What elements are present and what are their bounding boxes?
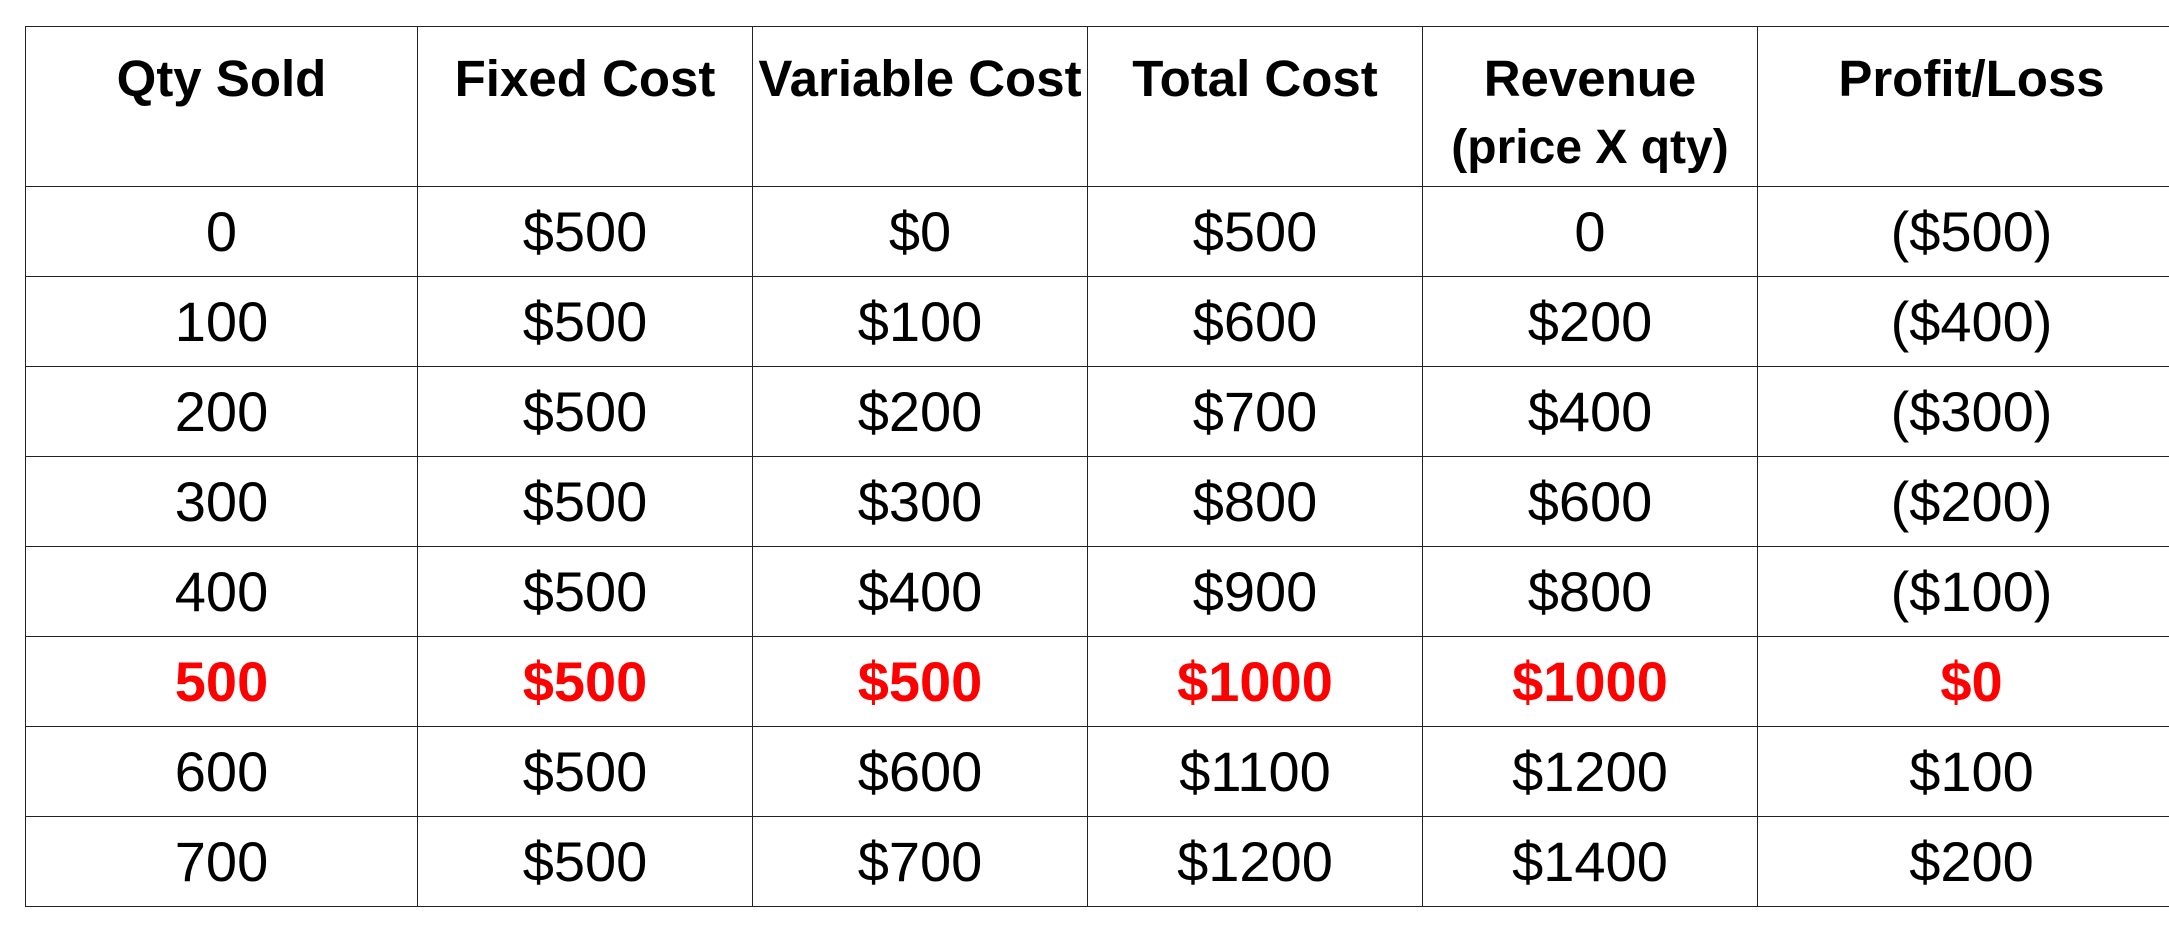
header-total-cost: Total Cost (1087, 26, 1423, 187)
table-row: 700 $500 $700 $1200 $1400 $200 (25, 816, 2169, 907)
header-label: Profit/Loss (1838, 50, 2105, 107)
cell-profit-loss: ($500) (1757, 186, 2169, 277)
cell-profit-loss: ($400) (1757, 276, 2169, 367)
table-row-breakeven: 500 $500 $500 $1000 $1000 $0 (25, 636, 2169, 727)
cell-total-cost: $1200 (1087, 816, 1423, 907)
cell-total-cost: $500 (1087, 186, 1423, 277)
cell-variable-cost: $200 (752, 366, 1088, 457)
header-sublabel: (price X qty) (1451, 121, 1729, 174)
cell-fixed-cost: $500 (417, 186, 753, 277)
cell-profit-loss: ($300) (1757, 366, 2169, 457)
header-variable-cost: Variable Cost (752, 26, 1088, 187)
cell-total-cost: $1100 (1087, 726, 1423, 817)
table-row: 0 $500 $0 $500 0 ($500) (25, 186, 2169, 277)
cell-qty-sold: 200 (25, 366, 418, 457)
cell-qty-sold: 300 (25, 456, 418, 547)
breakeven-table-container: Qty Sold Fixed Cost Variable Cost Total … (25, 26, 2169, 929)
cell-variable-cost: $100 (752, 276, 1088, 367)
cell-variable-cost: $400 (752, 546, 1088, 637)
header-profit-loss: Profit/Loss (1757, 26, 2169, 187)
cell-profit-loss: $200 (1757, 816, 2169, 907)
cell-qty-sold: 500 (25, 636, 418, 727)
header-label: Fixed Cost (454, 50, 716, 107)
cell-variable-cost: $600 (752, 726, 1088, 817)
cell-profit-loss: $100 (1757, 726, 2169, 817)
cell-profit-loss: ($200) (1757, 456, 2169, 547)
cell-total-cost: $800 (1087, 456, 1423, 547)
table-row: 400 $500 $400 $900 $800 ($100) (25, 546, 2169, 637)
cell-fixed-cost: $500 (417, 546, 753, 637)
cell-revenue: 0 (1422, 186, 1758, 277)
cell-revenue: $1000 (1422, 636, 1758, 727)
cell-qty-sold: 400 (25, 546, 418, 637)
cell-variable-cost: $300 (752, 456, 1088, 547)
header-label: Revenue (1483, 50, 1697, 107)
cell-revenue: $200 (1422, 276, 1758, 367)
cell-qty-sold: 0 (25, 186, 418, 277)
cell-revenue: $600 (1422, 456, 1758, 547)
header-qty-sold: Qty Sold (25, 26, 418, 187)
header-label: Qty Sold (116, 50, 327, 107)
cell-qty-sold: 100 (25, 276, 418, 367)
cell-qty-sold: 700 (25, 816, 418, 907)
cell-profit-loss: ($100) (1757, 546, 2169, 637)
table-row: 300 $500 $300 $800 $600 ($200) (25, 456, 2169, 547)
table-body: 0 $500 $0 $500 0 ($500) 100 $500 $100 $600 $200 ($4… (25, 186, 2169, 907)
table-row: 200 $500 $200 $700 $400 ($300) (25, 366, 2169, 457)
cell-total-cost: $1000 (1087, 636, 1423, 727)
cell-variable-cost: $500 (752, 636, 1088, 727)
cell-fixed-cost: $500 (417, 276, 753, 367)
cell-profit-loss: $0 (1757, 636, 2169, 727)
cell-total-cost: $600 (1087, 276, 1423, 367)
cell-variable-cost: $0 (752, 186, 1088, 277)
cell-revenue: $800 (1422, 546, 1758, 637)
header-label: Total Cost (1132, 50, 1378, 107)
cell-total-cost: $900 (1087, 546, 1423, 637)
cell-revenue: $1400 (1422, 816, 1758, 907)
header-row: Qty Sold Fixed Cost Variable Cost Total … (25, 26, 2169, 187)
cell-total-cost: $700 (1087, 366, 1423, 457)
header-label: Variable Cost (758, 50, 1082, 107)
cell-fixed-cost: $500 (417, 636, 753, 727)
cell-qty-sold: 600 (25, 726, 418, 817)
table-row: 100 $500 $100 $600 $200 ($400) (25, 276, 2169, 367)
cell-variable-cost: $700 (752, 816, 1088, 907)
cell-fixed-cost: $500 (417, 456, 753, 547)
cell-fixed-cost: $500 (417, 366, 753, 457)
cell-fixed-cost: $500 (417, 726, 753, 817)
breakeven-table: Qty Sold Fixed Cost Variable Cost Total … (25, 26, 2169, 907)
cell-revenue: $400 (1422, 366, 1758, 457)
table-row: 600 $500 $600 $1100 $1200 $100 (25, 726, 2169, 817)
header-revenue: Revenue (price X qty) (1422, 26, 1758, 187)
header-fixed-cost: Fixed Cost (417, 26, 753, 187)
cell-fixed-cost: $500 (417, 816, 753, 907)
cell-revenue: $1200 (1422, 726, 1758, 817)
